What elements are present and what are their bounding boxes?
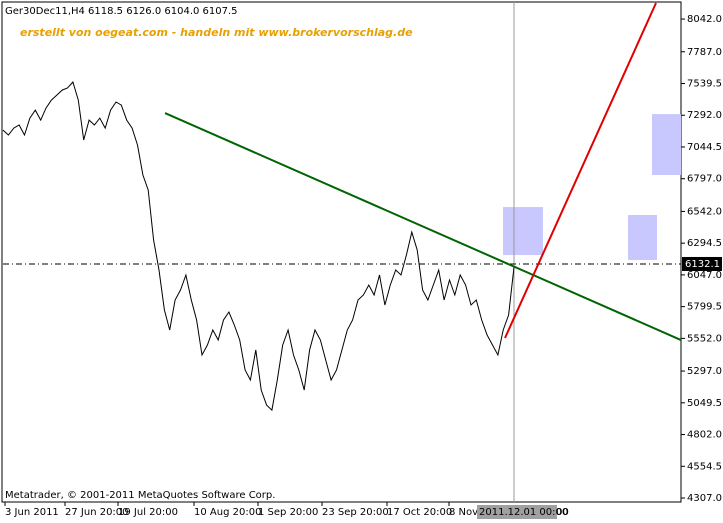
x-tick-label: 3 Jun 2011 [5,507,59,518]
y-tick-label: 7787.0 [687,47,722,58]
x-tick-label: 19 Jul 20:00 [118,507,178,518]
x-tick-label: 23 Sep 20:00 [322,507,389,518]
footer: Metatrader, © 2001-2011 MetaQuotes Softw… [5,490,275,501]
y-tick-label: 6542.0 [687,206,722,217]
x-tick-label: 1 Sep 20:00 [258,507,318,518]
y-tick-label: 4802.0 [687,430,722,441]
y-tick-label: 6294.5 [687,238,722,249]
trendline [164,112,682,341]
y-tick-label: 8042.0 [687,14,722,25]
plot-frame [1,1,682,503]
y-tick-label: 4307.0 [687,493,722,504]
price-line-series [2,81,515,412]
zone [628,215,657,261]
y-tick-label: 5049.5 [687,398,722,409]
y-tick-label: 6797.0 [687,174,722,185]
chart-header: Ger30Dec11,H4 6118.5 6126.0 6104.0 6107.… [5,6,238,17]
y-tick-label: 7539.5 [687,78,722,89]
y-tick-label: 5552.0 [687,333,722,344]
x-tick-label: 10 Aug 20:00 [194,507,261,518]
y-tick-label: 7292.0 [687,110,722,121]
cursor-label-box [477,505,557,519]
price-label: 6132.1 [685,259,720,270]
y-tick-label: 4554.5 [687,461,722,472]
cursor-label: 2011.12.01 00:00 [479,507,568,518]
price-label-box [682,256,722,271]
y-tick-label: 5297.0 [687,366,722,377]
zone [652,114,681,175]
x-tick-label: 27 Jun 20:00 [65,507,129,518]
chart-subtitle: erstellt von oegeat.com - handeln mit ww… [20,26,413,39]
y-tick-label: 6047.0 [687,270,722,281]
zone [503,207,543,256]
trendline [504,2,657,339]
y-tick-label: 7044.5 [687,142,722,153]
x-tick-label: 17 Oct 20:00 [387,507,452,518]
y-tick-label: 5799.5 [687,302,722,313]
